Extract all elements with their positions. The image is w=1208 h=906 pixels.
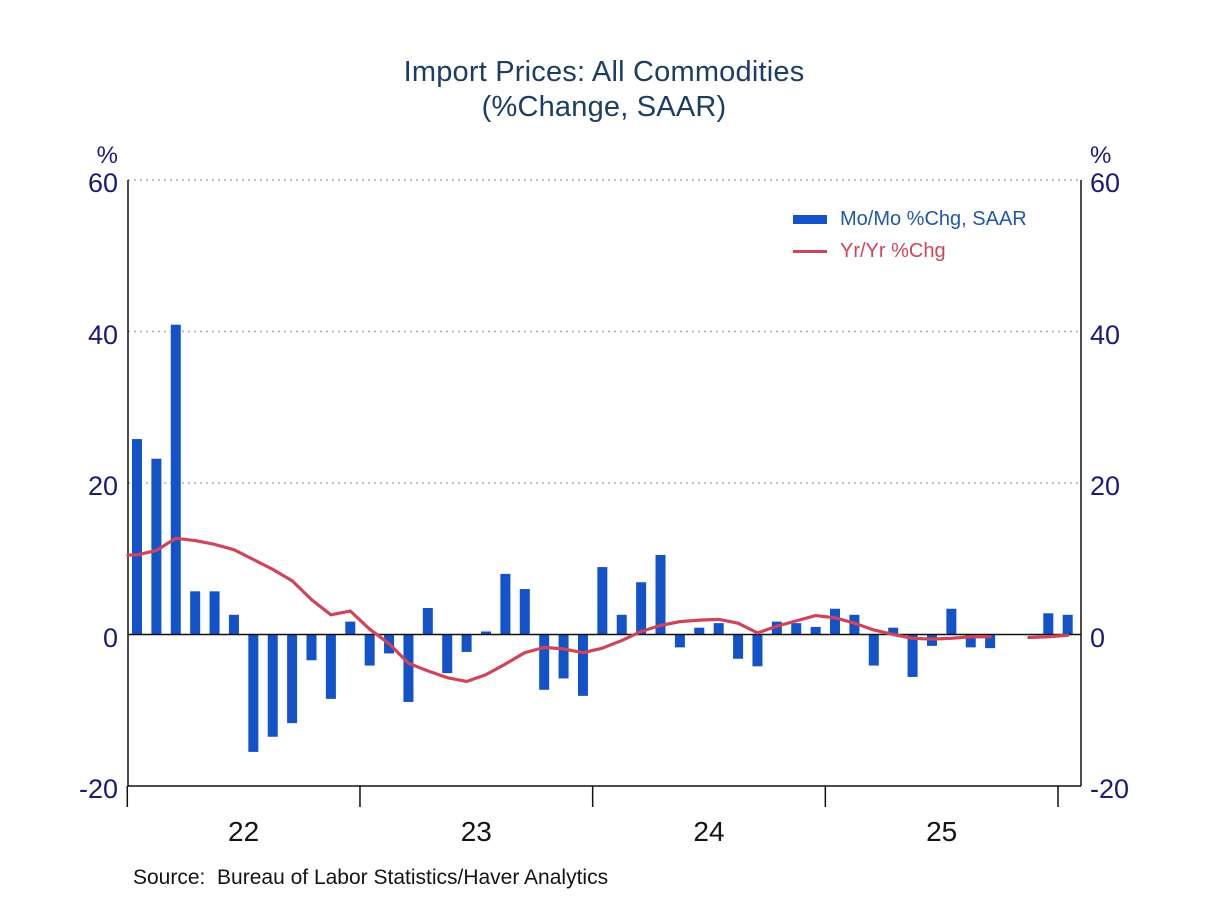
bar-2025-02 bbox=[849, 614, 860, 635]
bar-2022-10 bbox=[306, 634, 317, 661]
y-axis-unit-right: % bbox=[1090, 142, 1112, 169]
bar-2023-07 bbox=[481, 631, 492, 635]
yoy-line-segment bbox=[1027, 633, 1070, 640]
bar-2025-12 bbox=[1043, 613, 1054, 635]
y-axis-unit-left: % bbox=[96, 142, 118, 169]
xtick-year-25: 25 bbox=[926, 816, 958, 847]
bar-2022-02 bbox=[151, 458, 162, 635]
ytick-right-40: 40 bbox=[1090, 319, 1121, 350]
bar-2024-04 bbox=[655, 554, 666, 635]
bar-2024-11 bbox=[791, 623, 802, 635]
chart-title-line1: Import Prices: All Commodities bbox=[403, 56, 805, 88]
bar-2022-06 bbox=[228, 614, 239, 635]
bar-2024-05 bbox=[674, 634, 685, 648]
bar-2023-12 bbox=[577, 634, 588, 696]
ytick-right-20: 20 bbox=[1090, 471, 1121, 501]
bar-2022-07 bbox=[248, 634, 259, 752]
bar-2023-01 bbox=[364, 634, 375, 666]
bar-2022-08 bbox=[267, 634, 278, 737]
legend-label-momo: Mo/Mo %Chg, SAAR bbox=[840, 208, 1027, 230]
ytick-left--20: -20 bbox=[78, 774, 118, 804]
bar-2022-11 bbox=[325, 634, 336, 699]
bar-2025-03 bbox=[868, 634, 879, 666]
bar-2024-03 bbox=[636, 582, 647, 635]
bar-2025-08 bbox=[965, 634, 976, 648]
bar-2025-05 bbox=[907, 634, 918, 677]
source-attribution: Source: Bureau of Labor Statistics/Haver… bbox=[133, 866, 609, 889]
bar-2024-10 bbox=[771, 621, 782, 635]
legend-label-yryr: Yr/Yr %Chg bbox=[840, 240, 946, 262]
bar-2024-02 bbox=[616, 614, 627, 635]
bar-2023-11 bbox=[558, 634, 569, 679]
chart-title: Import Prices: All Commodities (%Change,… bbox=[0, 55, 1208, 125]
bar-2023-06 bbox=[461, 634, 472, 652]
legend-item-momo: Mo/Mo %Chg, SAAR bbox=[793, 203, 1027, 235]
legend-item-yryr: Yr/Yr %Chg bbox=[793, 235, 1027, 267]
ytick-right-0: 0 bbox=[1090, 622, 1106, 653]
legend: Mo/Mo %Chg, SAAR Yr/Yr %Chg bbox=[793, 203, 1027, 267]
bar-2023-04 bbox=[422, 607, 433, 635]
bar-2023-02 bbox=[384, 634, 395, 654]
chart-title-line2: (%Change, SAAR) bbox=[481, 91, 727, 123]
bar-2025-04 bbox=[888, 627, 899, 635]
bar-2024-01 bbox=[597, 567, 608, 635]
legend-bar-swatch-icon bbox=[793, 214, 827, 224]
bar-2023-05 bbox=[442, 634, 453, 674]
ytick-right--20: -20 bbox=[1090, 774, 1130, 804]
bar-2022-05 bbox=[209, 591, 220, 635]
ytick-left-40: 40 bbox=[87, 319, 118, 350]
yoy-line-segment bbox=[126, 536, 992, 684]
bar-2024-09 bbox=[752, 634, 763, 667]
bar-2022-09 bbox=[287, 634, 298, 724]
ytick-right-60: 60 bbox=[1090, 168, 1121, 198]
bar-2024-07 bbox=[713, 623, 724, 635]
bar-2024-12 bbox=[810, 626, 821, 635]
bar-2022-12 bbox=[345, 621, 356, 635]
bar-2022-01 bbox=[131, 439, 142, 635]
bar-2022-04 bbox=[190, 591, 201, 635]
bar-2023-08 bbox=[500, 573, 511, 635]
bar-2025-01 bbox=[830, 608, 841, 635]
bar-2023-10 bbox=[539, 634, 550, 690]
xtick-year-24: 24 bbox=[693, 816, 725, 847]
bar-2026-01 bbox=[1062, 614, 1073, 635]
bar-2025-07 bbox=[946, 608, 957, 635]
ytick-left-0: 0 bbox=[102, 622, 118, 653]
ytick-left-60: 60 bbox=[87, 168, 118, 198]
bar-2022-03 bbox=[170, 324, 181, 635]
bar-2024-06 bbox=[694, 627, 705, 635]
bar-2023-09 bbox=[519, 589, 530, 635]
bar-2023-03 bbox=[403, 634, 414, 702]
legend-line-swatch-icon bbox=[793, 249, 827, 253]
bar-2025-09 bbox=[985, 634, 996, 649]
xtick-year-23: 23 bbox=[460, 816, 492, 847]
bar-2024-08 bbox=[733, 634, 744, 659]
bar-2025-06 bbox=[926, 634, 937, 646]
xtick-year-22: 22 bbox=[228, 816, 260, 847]
ytick-left-20: 20 bbox=[87, 471, 118, 501]
